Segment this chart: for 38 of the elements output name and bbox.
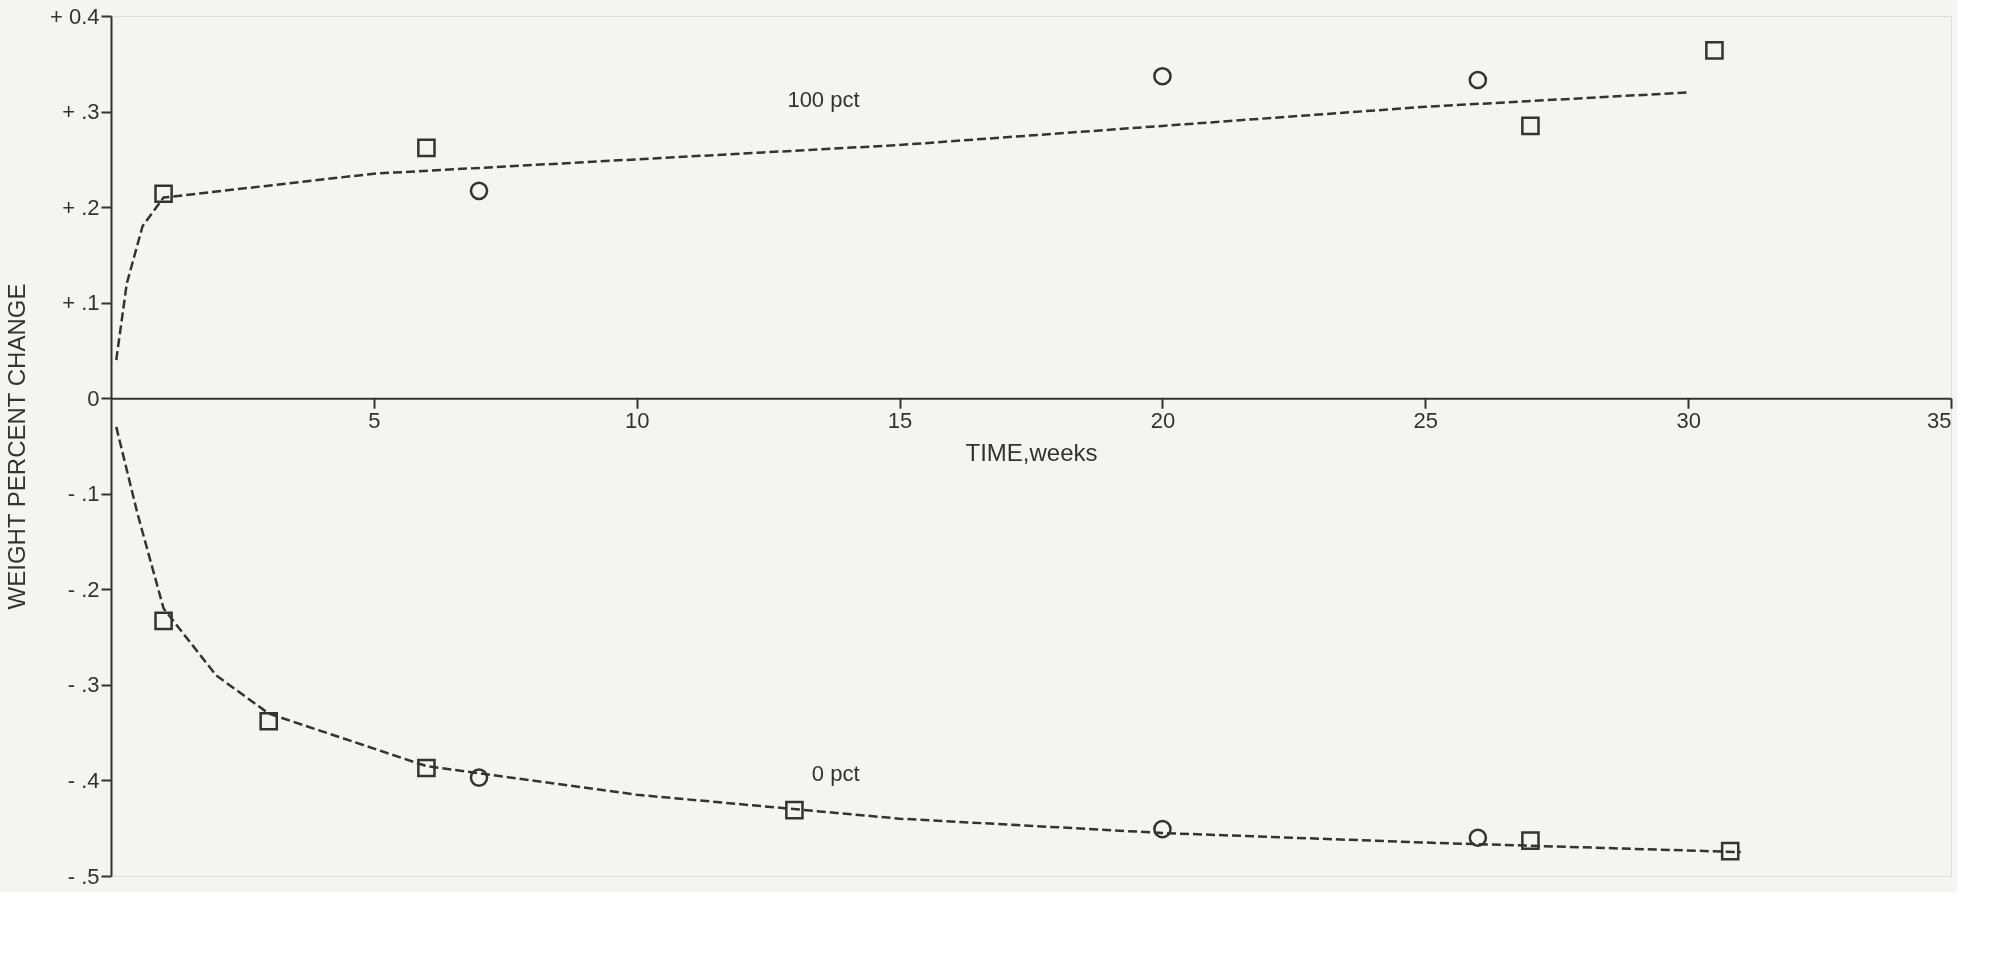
y-tick-label: - .3 (67, 672, 100, 698)
y-tick-label: - .4 (67, 767, 100, 793)
point (417, 758, 436, 778)
x-tick-label: 20 (1150, 407, 1176, 433)
y-tick-label: 0 (87, 385, 100, 411)
line-series (115, 91, 1690, 362)
point (154, 184, 173, 204)
y-tick-label: - .5 (67, 863, 100, 889)
x-tick-label: 35 (1927, 407, 1952, 433)
y-axis-title: WEIGHT PERCENT CHANGE (2, 283, 30, 610)
point (1521, 116, 1540, 136)
x-axis-title: TIME,weeks (965, 438, 1098, 466)
point (1468, 70, 1488, 90)
point (1705, 41, 1724, 60)
point (469, 181, 489, 201)
point (1521, 831, 1540, 850)
series-label: 0 pct (811, 760, 860, 786)
point (1720, 841, 1740, 861)
series-label: 100 pct (787, 87, 860, 112)
y-tick-label: + .3 (62, 99, 100, 125)
y-tick-label: - .2 (67, 576, 100, 602)
point (1153, 66, 1172, 86)
y-tick-label: + .1 (62, 290, 100, 316)
y-tick-label: + 0.4 (49, 3, 100, 29)
x-tick-label: 15 (887, 407, 913, 433)
point (1153, 819, 1172, 839)
point (785, 800, 804, 820)
point (154, 611, 173, 631)
point (417, 138, 436, 158)
x-tick-label: 30 (1676, 407, 1701, 433)
y-tick-label: + .2 (62, 194, 100, 220)
point (469, 768, 489, 787)
y-tick-label: - .1 (67, 481, 100, 507)
point (259, 711, 279, 731)
x-tick-label: 5 (368, 407, 381, 433)
point (1468, 828, 1488, 848)
x-tick-label: 25 (1413, 407, 1439, 433)
x-tick-label: 10 (624, 407, 650, 433)
